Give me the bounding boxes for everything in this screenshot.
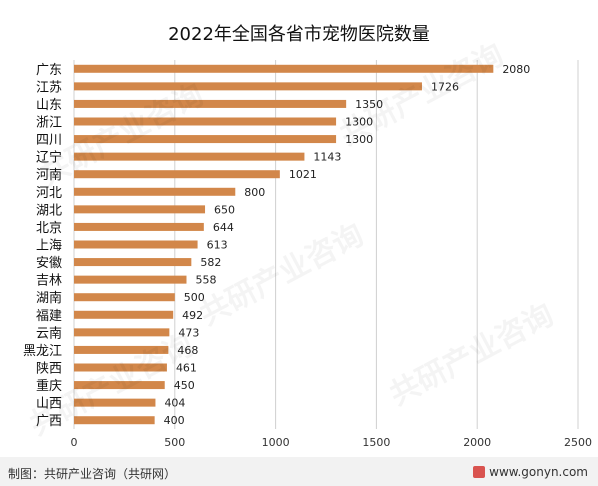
category-label: 江苏 bbox=[36, 79, 62, 95]
bar bbox=[74, 310, 174, 319]
footer-bar: 制图：共研产业咨询（共研网） www.gonyn.com bbox=[0, 457, 598, 486]
bar bbox=[74, 152, 305, 161]
value-label: 450 bbox=[174, 379, 195, 392]
value-label: 492 bbox=[182, 309, 203, 322]
x-tick-label: 1000 bbox=[262, 436, 290, 449]
chart-title: 2022年全国各省市宠物医院数量 bbox=[168, 24, 430, 45]
bar bbox=[74, 205, 206, 214]
bar bbox=[74, 275, 187, 284]
x-tick-label: 2000 bbox=[463, 436, 491, 449]
value-label: 800 bbox=[244, 186, 265, 199]
category-label: 北京 bbox=[36, 221, 62, 236]
category-label: 黑龙江 bbox=[23, 344, 62, 359]
brand-logo-icon bbox=[473, 466, 486, 478]
value-label: 468 bbox=[177, 344, 198, 357]
category-label: 湖南 bbox=[36, 290, 62, 306]
value-label: 613 bbox=[207, 239, 228, 252]
site-link[interactable]: www.gonyn.com bbox=[473, 465, 588, 479]
bar bbox=[74, 82, 422, 91]
bar bbox=[74, 135, 337, 144]
category-label: 吉林 bbox=[36, 274, 62, 289]
category-label: 河北 bbox=[36, 186, 62, 201]
value-label: 558 bbox=[195, 274, 216, 287]
value-label: 582 bbox=[200, 256, 221, 269]
category-label: 广东 bbox=[36, 63, 62, 78]
category-label: 河南 bbox=[36, 167, 62, 183]
x-tick-label: 1500 bbox=[362, 436, 390, 449]
category-label: 四川 bbox=[36, 133, 62, 148]
bar bbox=[74, 363, 167, 372]
bar bbox=[74, 381, 165, 390]
category-label: 福建 bbox=[36, 309, 62, 324]
value-label: 2080 bbox=[502, 63, 530, 76]
category-label: 重庆 bbox=[36, 378, 62, 394]
value-label: 400 bbox=[164, 414, 185, 427]
x-tick-label: 2500 bbox=[564, 436, 592, 449]
bar bbox=[74, 240, 198, 249]
bar bbox=[74, 416, 155, 425]
bar bbox=[74, 64, 494, 73]
category-label: 陕西 bbox=[36, 362, 62, 377]
bar bbox=[74, 293, 175, 302]
source-credit: 制图：共研产业咨询（共研网） bbox=[8, 467, 177, 481]
value-label: 473 bbox=[178, 326, 199, 339]
bar bbox=[74, 328, 170, 337]
value-label: 404 bbox=[164, 397, 185, 410]
bar bbox=[74, 187, 236, 196]
category-label: 湖北 bbox=[36, 203, 62, 218]
category-label: 辽宁 bbox=[36, 150, 62, 166]
category-label: 广西 bbox=[36, 414, 62, 429]
value-label: 461 bbox=[176, 362, 197, 375]
bar bbox=[74, 99, 347, 108]
bar bbox=[74, 398, 156, 407]
bar bbox=[74, 222, 204, 231]
site-url: www.gonyn.com bbox=[489, 465, 588, 479]
bar bbox=[74, 345, 169, 354]
category-label: 山西 bbox=[36, 397, 62, 412]
value-label: 1021 bbox=[289, 168, 317, 181]
category-label: 浙江 bbox=[36, 116, 62, 131]
category-label: 山东 bbox=[36, 98, 62, 113]
category-label: 云南 bbox=[36, 325, 62, 341]
bar bbox=[74, 117, 337, 126]
value-label: 1726 bbox=[431, 80, 459, 93]
value-label: 1300 bbox=[345, 133, 373, 146]
x-tick-label: 500 bbox=[164, 436, 185, 449]
value-label: 1143 bbox=[313, 151, 341, 164]
bar bbox=[74, 170, 280, 179]
value-label: 650 bbox=[214, 203, 235, 216]
value-label: 1300 bbox=[345, 116, 373, 129]
bar bbox=[74, 258, 192, 267]
x-tick-label: 0 bbox=[71, 436, 78, 449]
value-label: 500 bbox=[184, 291, 205, 304]
value-label: 644 bbox=[213, 221, 234, 234]
category-label: 上海 bbox=[36, 239, 62, 254]
value-label: 1350 bbox=[355, 98, 383, 111]
category-label: 安徽 bbox=[36, 256, 62, 271]
